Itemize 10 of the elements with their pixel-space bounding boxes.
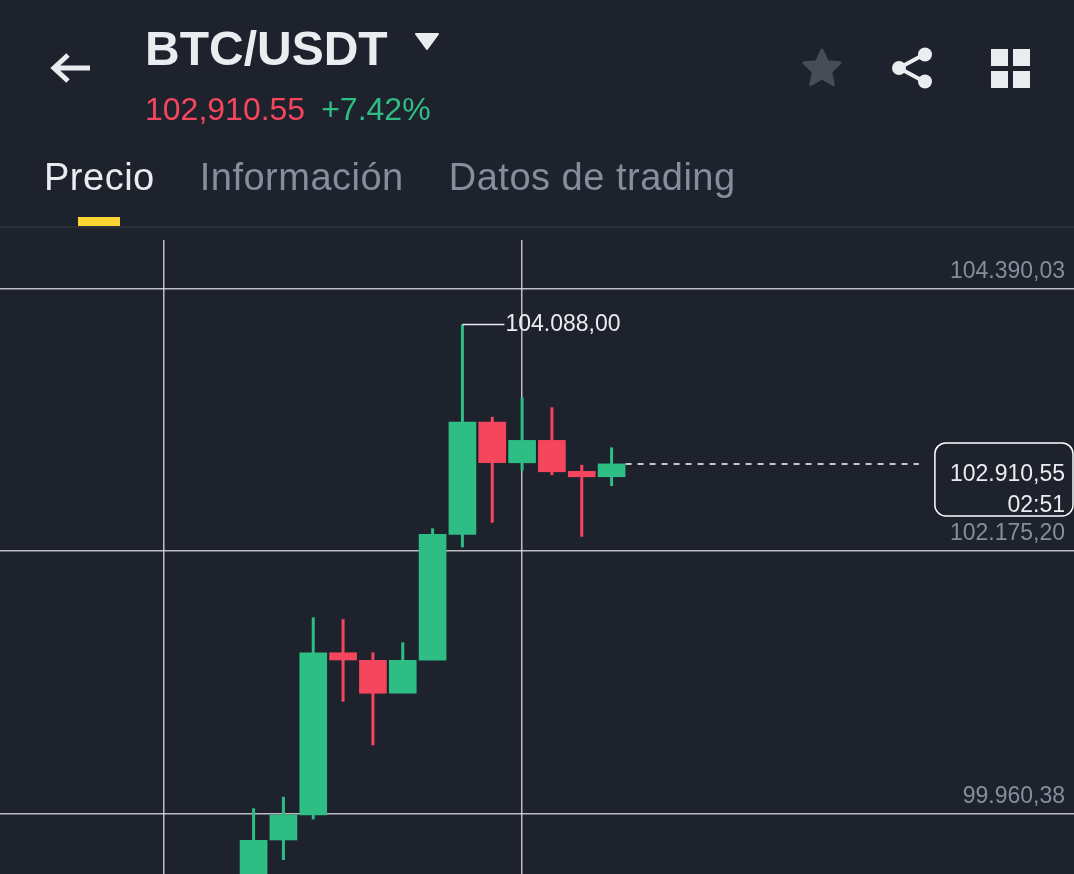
chart-title: BTC/USDT: [145, 22, 388, 75]
chart-subtitle: 102,910.55: [145, 91, 306, 127]
ref-line-label: 102.910,55 02:51: [949, 459, 1065, 517]
text: Datos de trading: [448, 156, 736, 198]
y-tick-label: 102.175,20: [949, 519, 1065, 546]
text: Precio: [44, 156, 155, 198]
text: +7.42%: [321, 91, 431, 127]
text: Información: [199, 156, 404, 198]
y-tick-label: 104.390,03: [949, 256, 1065, 283]
y-tick-label: 99.960,38: [962, 781, 1065, 808]
